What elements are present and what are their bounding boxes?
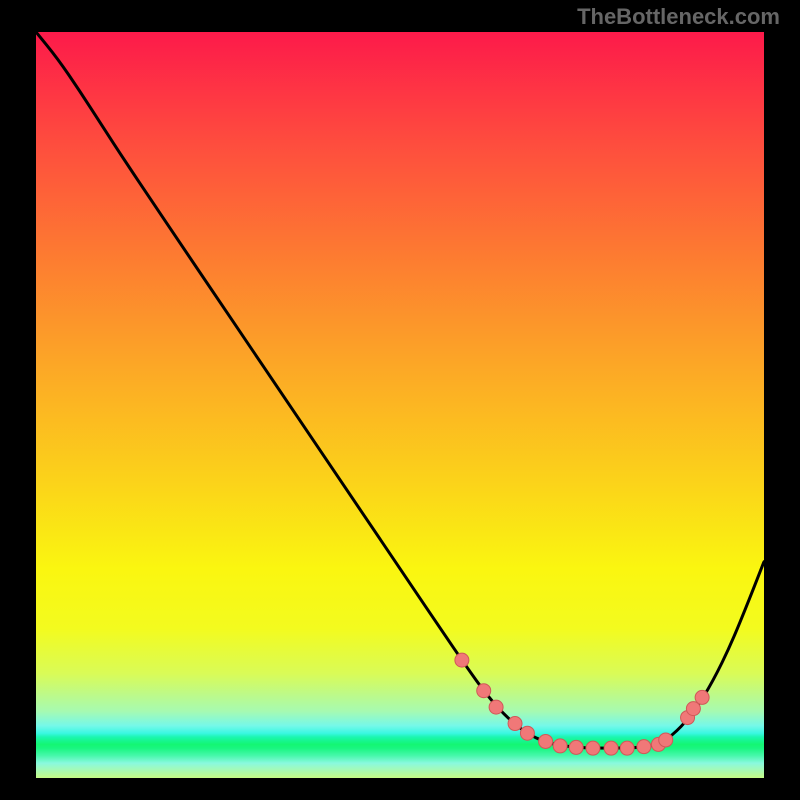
data-marker [539, 734, 553, 748]
data-marker [508, 717, 522, 731]
chart-svg [36, 32, 764, 778]
data-marker [553, 739, 567, 753]
data-marker [489, 700, 503, 714]
data-marker [659, 733, 673, 747]
data-marker [695, 690, 709, 704]
data-marker [604, 741, 618, 755]
watermark-text: TheBottleneck.com [577, 4, 780, 30]
data-marker [586, 741, 600, 755]
data-marker [569, 740, 583, 754]
data-marker [637, 740, 651, 754]
data-marker [455, 653, 469, 667]
data-marker [477, 684, 491, 698]
data-marker [620, 741, 634, 755]
gradient-background [36, 32, 764, 778]
data-marker [520, 726, 534, 740]
